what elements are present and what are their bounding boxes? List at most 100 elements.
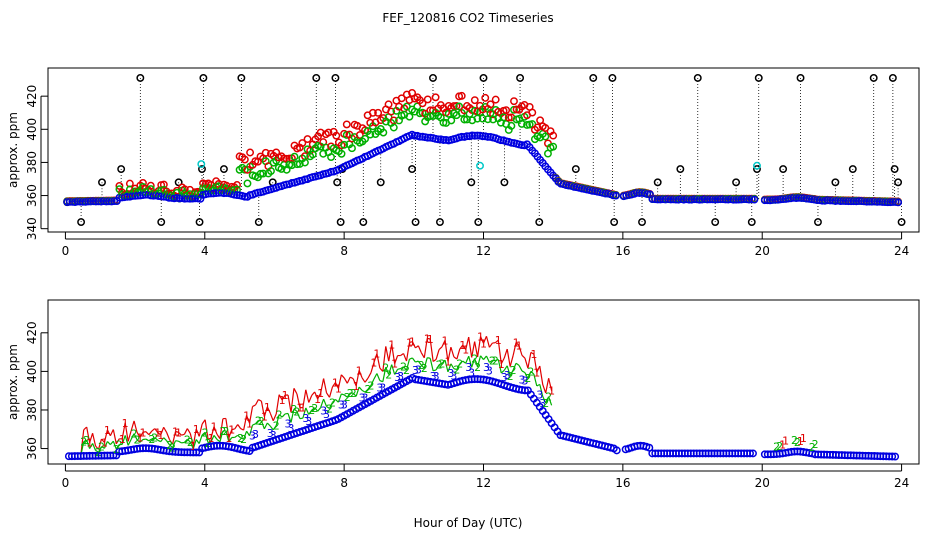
series-2-segment — [485, 355, 490, 363]
series-2-label: 2 — [365, 383, 372, 396]
series-1-point — [457, 91, 466, 100]
series-2-segment — [115, 444, 120, 450]
outlier-point — [711, 218, 720, 227]
top-panel: 0 4 8 12 16 20 24 340 360 380 400 420 approx. ppm — [6, 67, 920, 258]
outlier-point — [610, 218, 619, 227]
outlier-point — [897, 218, 906, 227]
series-1-segment — [340, 374, 345, 379]
series-1-point — [486, 100, 495, 109]
series-2-segment — [275, 414, 280, 426]
series-1-segment — [450, 346, 455, 358]
series-2-segment — [361, 389, 366, 393]
series-1-label: 1 — [406, 336, 413, 349]
y-tick-label: 420 — [25, 321, 39, 344]
series-1-segment — [311, 391, 316, 396]
series-1-point — [146, 181, 155, 190]
series-3-label: 3 — [415, 364, 422, 377]
series-3-label: 3 — [504, 369, 511, 382]
series-2-label: 2 — [308, 404, 315, 417]
series-2-segment — [248, 424, 254, 436]
series-2-label: 2 — [344, 391, 351, 404]
outlier-point — [653, 178, 662, 187]
series-2-segment — [370, 378, 375, 386]
outlier-point — [753, 165, 761, 174]
series-2-segment — [542, 396, 547, 404]
series-1-segment — [263, 406, 268, 417]
series-1-point — [246, 148, 255, 157]
series-1-point — [418, 99, 427, 108]
series-2-segment — [358, 386, 363, 391]
series-1-segment — [444, 340, 449, 362]
series-1-segment — [459, 344, 464, 350]
series-1-segment — [237, 424, 242, 429]
series-1-label: 1 — [157, 429, 164, 442]
x-tick-label: 16 — [615, 244, 630, 258]
series-2-segment — [225, 430, 230, 442]
series-1-segment — [331, 382, 336, 388]
series-3-label: 3 — [302, 412, 309, 425]
series-3-label: 3 — [305, 415, 312, 428]
series-1-segment — [506, 349, 511, 367]
series-2-label: 2 — [791, 434, 798, 447]
series-1-point — [470, 96, 479, 105]
series-1-label: 1 — [86, 437, 93, 450]
series-1-segment — [358, 370, 363, 379]
series-3-point — [415, 132, 424, 141]
series-2-point — [478, 114, 487, 123]
series-1-segment — [195, 428, 200, 437]
series-1-point — [423, 95, 432, 104]
series-2-label: 2 — [474, 361, 481, 374]
series-1-segment — [485, 336, 491, 348]
series-2-label: 2 — [293, 405, 300, 418]
series-2-label: 2 — [347, 387, 354, 400]
series-1-point — [397, 94, 406, 103]
series-1-label: 1 — [296, 402, 303, 415]
top-y-axis-label: approx. ppm — [6, 112, 20, 188]
series-1-label: 1 — [317, 387, 324, 400]
series-1-segment — [234, 424, 239, 430]
series-2-segment — [287, 413, 292, 423]
series-2-label: 2 — [134, 434, 141, 447]
series-2-segment — [166, 440, 171, 446]
series-2-segment — [172, 440, 177, 448]
outlier-point — [608, 73, 617, 82]
series-1-label: 1 — [335, 382, 342, 395]
series-2-segment — [480, 355, 484, 361]
top-axes: 0 4 8 12 16 20 24 340 360 380 400 420 — [25, 85, 909, 258]
series-1-segment — [278, 394, 283, 401]
series-1-label: 1 — [779, 439, 786, 452]
series-1-segment — [497, 340, 502, 364]
x-tick-label: 8 — [340, 244, 348, 258]
series-1-segment — [388, 344, 393, 362]
series-2-segment — [103, 441, 108, 449]
series-2-segment — [228, 437, 233, 443]
series-2-point — [541, 132, 550, 141]
series-2-label: 2 — [326, 403, 333, 416]
series-2-label: 2 — [794, 436, 801, 449]
series-2-segment — [130, 433, 135, 440]
series-2-label: 2 — [219, 425, 226, 438]
series-2-segment — [376, 373, 381, 381]
series-2-label: 2 — [527, 365, 534, 378]
series-2-label: 2 — [169, 442, 176, 455]
series-2-label: 2 — [83, 434, 90, 447]
series-1-point — [316, 128, 325, 137]
outlier-point — [408, 165, 417, 174]
series-2-segment — [198, 434, 203, 444]
series-2-segment — [346, 392, 351, 398]
series-2-segment — [545, 396, 550, 404]
series-2-point — [517, 119, 526, 128]
series-1-label: 1 — [495, 334, 502, 347]
series-3-label: 3 — [468, 367, 475, 380]
series-1-segment — [391, 344, 396, 364]
series-2-point — [290, 152, 299, 161]
series-2-segment — [429, 358, 434, 371]
bottom-series-lines — [80, 335, 553, 457]
series-1-segment — [281, 394, 286, 401]
series-3-label: 3 — [521, 375, 528, 388]
series-1-segment — [115, 438, 120, 445]
series-1-segment — [136, 431, 141, 438]
series-3-label: 3 — [362, 392, 369, 405]
series-2-segment — [382, 367, 387, 382]
series-1-segment — [266, 406, 271, 414]
